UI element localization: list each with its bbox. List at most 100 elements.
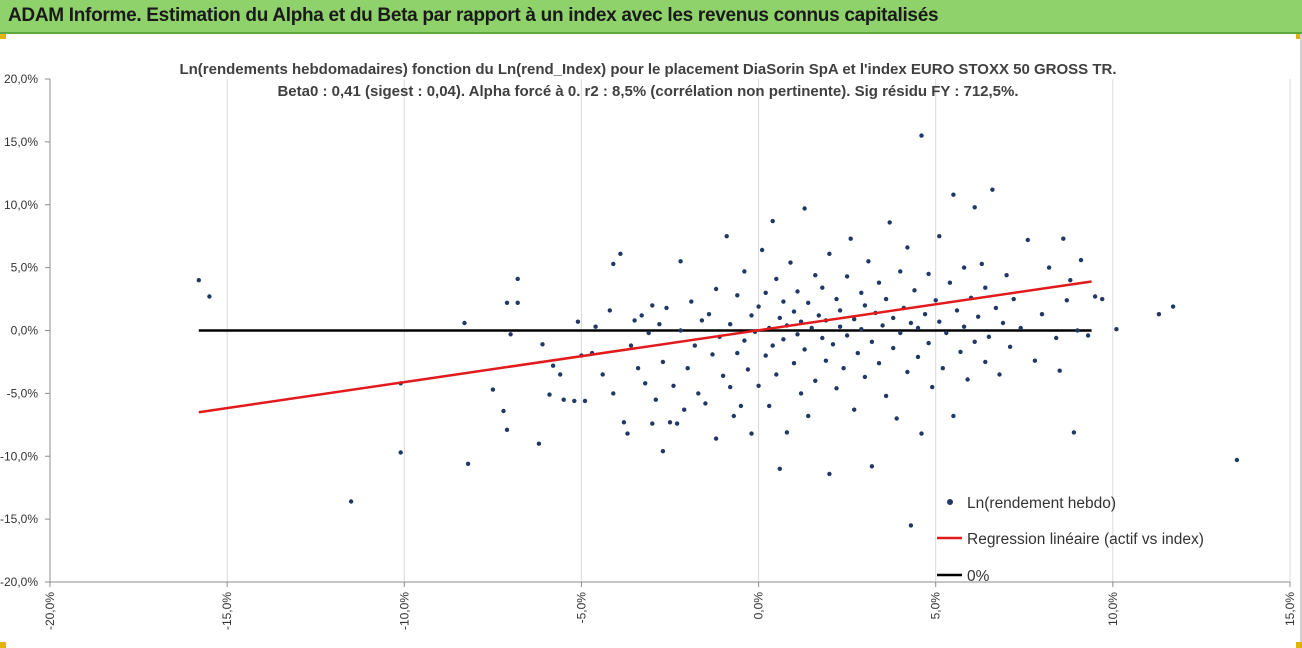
data-point: [1085, 333, 1091, 338]
data-point: [504, 300, 510, 305]
chart-title-line2: Beta0 : 0,41 (sigest : 0,04). Alpha forc…: [277, 83, 1018, 100]
data-point: [515, 300, 520, 305]
data-point: [1071, 430, 1077, 435]
data-point: [756, 304, 761, 309]
data-point: [944, 330, 949, 336]
x-tick-label: 15,0%: [1283, 592, 1297, 626]
data-point: [823, 358, 829, 363]
data-point: [735, 350, 740, 356]
data-point: [742, 338, 747, 343]
corner-marker-bottom-right: [1296, 642, 1302, 648]
data-point: [961, 265, 967, 270]
data-point: [611, 261, 616, 267]
data-point: [908, 523, 914, 528]
data-point: [954, 308, 960, 313]
data-point: [876, 280, 882, 285]
data-point: [561, 397, 566, 402]
data-point: [937, 319, 942, 324]
data-point: [650, 303, 655, 308]
data-point: [837, 324, 843, 329]
corner-marker-right: [1296, 34, 1302, 39]
data-point: [1156, 312, 1162, 317]
data-point: [1100, 296, 1105, 302]
data-point: [852, 317, 857, 322]
legend-label-zero: 0%: [967, 568, 990, 585]
data-point: [1068, 278, 1073, 283]
data-point: [813, 378, 818, 383]
data-point: [738, 403, 744, 409]
data-point: [926, 340, 931, 346]
data-point: [731, 413, 736, 419]
data-point: [802, 206, 807, 211]
data-point: [501, 408, 506, 414]
data-point: [749, 313, 754, 318]
data-point: [947, 280, 953, 285]
data-point: [667, 420, 673, 425]
data-point: [834, 386, 839, 391]
data-point: [660, 359, 666, 365]
data-point: [582, 398, 588, 404]
data-point: [674, 421, 680, 426]
data-point: [894, 416, 899, 421]
data-point: [607, 308, 612, 313]
data-point: [813, 273, 818, 278]
data-point: [809, 325, 814, 331]
data-point: [1000, 320, 1006, 326]
data-point: [891, 315, 896, 321]
data-point: [398, 450, 403, 455]
data-point: [919, 133, 924, 138]
data-point: [880, 323, 885, 328]
data-point: [905, 245, 910, 250]
data-point: [678, 259, 683, 264]
data-point: [664, 305, 669, 311]
data-point: [770, 343, 775, 348]
x-tick-label: 5,0%: [929, 592, 943, 620]
data-point: [547, 392, 552, 397]
data-point: [515, 276, 520, 282]
data-point: [646, 330, 651, 336]
x-tick-labels: -20,0% -15,0% -10,0% -5,0% 0,0% 5,0% 10,0% 15,0…: [43, 592, 1297, 630]
y-tick-label: 15,0%: [4, 135, 38, 149]
data-point: [685, 366, 690, 371]
data-point: [781, 299, 786, 304]
data-point: [806, 300, 811, 305]
data-point: [795, 289, 800, 294]
data-point: [919, 431, 924, 436]
data-point: [611, 391, 616, 396]
data-point: [682, 407, 687, 412]
data-point: [983, 285, 988, 290]
data-point: [1018, 325, 1023, 331]
data-point: [657, 322, 662, 327]
data-point: [462, 320, 467, 326]
data-point: [728, 384, 733, 390]
data-point: [1092, 294, 1098, 299]
data-point: [827, 251, 832, 256]
data-point: [1011, 296, 1016, 302]
data-point: [465, 461, 471, 466]
chart-title-line1: Ln(rendements hebdomadaires) fonction du…: [179, 61, 1116, 78]
regression-line: [198, 280, 1092, 414]
data-point: [926, 271, 931, 277]
data-point: [689, 299, 694, 304]
data-point: [643, 381, 648, 386]
data-point: [837, 308, 843, 313]
data-point: [763, 290, 768, 295]
data-point: [997, 372, 1002, 377]
data-point: [1234, 457, 1240, 463]
data-point: [777, 315, 782, 321]
data-point: [720, 373, 726, 378]
data-point: [965, 377, 970, 382]
data-point: [749, 431, 754, 436]
data-point: [802, 347, 807, 352]
data-point: [735, 293, 740, 298]
x-tick-label: 10,0%: [1106, 592, 1120, 626]
data-point: [724, 234, 729, 239]
data-point: [536, 441, 542, 446]
data-point: [1046, 265, 1052, 270]
x-tick-label: -15,0%: [220, 592, 234, 630]
data-point: [869, 339, 875, 344]
data-point: [713, 436, 719, 441]
data-point: [908, 320, 914, 326]
data-point: [600, 372, 605, 377]
data-point: [774, 372, 779, 377]
